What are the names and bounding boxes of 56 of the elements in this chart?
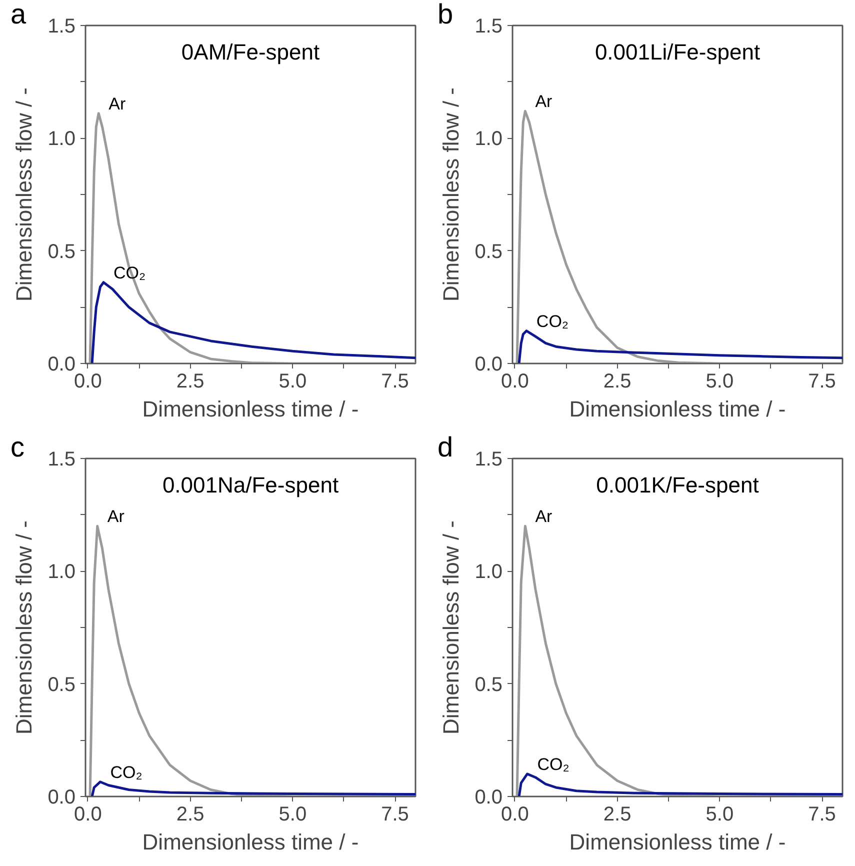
x-tick-label: 7.5 [381,804,409,826]
y-tick-label: 1.0 [48,561,76,584]
x-axis-title: Dimensionless time / - [569,396,786,422]
series-label: CO₂ [110,762,142,782]
x-axis-title: Dimensionless time / - [569,830,786,854]
y-axis-title: Dimensionless flow / - [12,520,37,734]
y-tick-label: 0.0 [474,354,503,376]
y-tick-label: 0.5 [474,240,503,263]
text: 0.001Li/Fe-spent [594,40,760,64]
y-tick-label: 0.0 [48,354,76,376]
y-tick-label: 1.0 [474,561,503,584]
series-label: CO₂ [536,312,569,331]
y-tick-label: 1.5 [474,16,503,38]
y-axis-title: Dimensionless flow / - [12,88,37,302]
y-tick-label: 0.0 [474,786,503,808]
series-label: Ar [108,94,126,114]
x-tick-label: 2.5 [176,370,204,392]
series-label: Ar [107,507,125,526]
text: d [438,432,454,462]
x-tick-label: 5.0 [706,370,734,392]
y-tick-label: 1.5 [48,448,76,470]
series-label: CO₂ [537,754,570,774]
text: 0AM/Fe-spent [181,40,320,64]
x-tick-label: 5.0 [278,804,307,826]
x-axis-title: Dimensionless time / - [142,396,359,422]
x-axis-title: Dimensionless time / - [142,830,359,854]
y-tick-label: 1.5 [48,16,76,38]
x-tick-label: 2.5 [176,804,204,826]
x-tick-label: 5.0 [706,804,734,826]
x-tick-label: 0.0 [74,370,102,392]
y-tick-label: 1.0 [48,128,76,150]
x-tick-label: 7.5 [808,804,836,826]
y-tick-label: 0.5 [48,674,76,696]
x-tick-label: 7.5 [381,370,409,392]
series-label: CO₂ [114,263,146,282]
text: 0.001K/Fe-spent [596,472,759,498]
x-tick-label: 2.5 [603,370,632,392]
x-tick-label: 0.0 [501,804,529,826]
text: c [10,432,24,462]
x-tick-label: 7.5 [808,370,836,392]
y-tick-label: 0.5 [48,240,76,263]
text: 0.001Na/Fe-spent [162,472,339,498]
x-tick-label: 2.5 [603,804,632,826]
x-tick-label: 5.0 [278,370,307,392]
text: b [438,0,454,30]
series-label: Ar [535,507,553,526]
x-tick-label: 0.0 [501,370,529,392]
text: a [10,0,26,30]
y-axis-title: Dimensionless flow / - [438,520,464,734]
series-label: Ar [535,92,553,112]
y-tick-label: 0.0 [48,786,76,808]
y-tick-label: 0.5 [474,674,503,696]
y-tick-label: 1.5 [474,448,503,470]
x-tick-label: 0.0 [74,804,102,826]
y-axis-title: Dimensionless flow / - [438,88,464,302]
y-tick-label: 1.0 [474,128,503,150]
